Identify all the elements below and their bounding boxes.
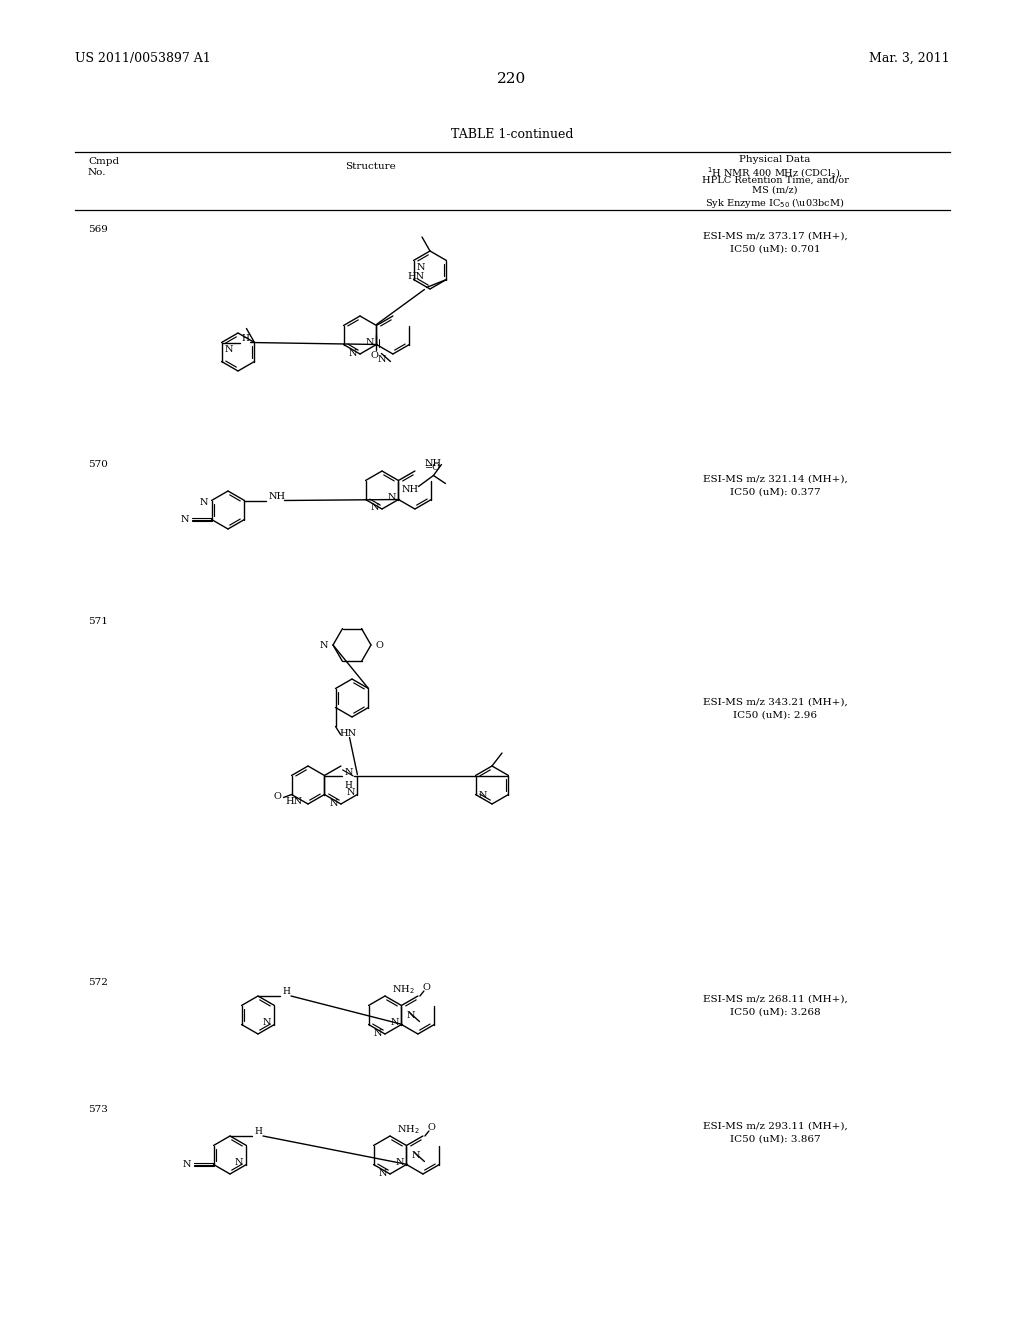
Text: N: N bbox=[379, 1168, 387, 1177]
Text: H: H bbox=[242, 334, 250, 343]
Text: Syk Enzyme IC$_{50}$ (\u03bcM): Syk Enzyme IC$_{50}$ (\u03bcM) bbox=[706, 195, 845, 210]
Text: Cmpd: Cmpd bbox=[88, 157, 119, 166]
Text: N: N bbox=[319, 640, 328, 649]
Text: N: N bbox=[263, 1018, 271, 1027]
Text: 570: 570 bbox=[88, 459, 108, 469]
Text: H: H bbox=[344, 781, 352, 791]
Text: $^{1}$H NMR 400 MHz (CDCl$_{3}$),: $^{1}$H NMR 400 MHz (CDCl$_{3}$), bbox=[707, 166, 843, 181]
Text: N: N bbox=[366, 338, 375, 347]
Text: N: N bbox=[348, 348, 357, 358]
Text: N: N bbox=[181, 515, 189, 524]
Text: N: N bbox=[374, 1028, 382, 1038]
Text: 569: 569 bbox=[88, 224, 108, 234]
Text: US 2011/0053897 A1: US 2011/0053897 A1 bbox=[75, 51, 211, 65]
Text: N: N bbox=[347, 788, 355, 797]
Text: NH: NH bbox=[401, 484, 419, 494]
Text: N: N bbox=[183, 1160, 191, 1170]
Text: NH: NH bbox=[425, 459, 442, 469]
Text: No.: No. bbox=[88, 168, 106, 177]
Text: N: N bbox=[391, 1018, 399, 1027]
Text: ESI-MS m/z 293.11 (MH+),
IC50 (uM): 3.867: ESI-MS m/z 293.11 (MH+), IC50 (uM): 3.86… bbox=[702, 1122, 848, 1143]
Text: Mar. 3, 2011: Mar. 3, 2011 bbox=[869, 51, 950, 65]
Text: ESI-MS m/z 268.11 (MH+),
IC50 (uM): 3.268: ESI-MS m/z 268.11 (MH+), IC50 (uM): 3.26… bbox=[702, 995, 848, 1016]
Text: NH$_{2}$: NH$_{2}$ bbox=[397, 1123, 420, 1135]
Text: Physical Data: Physical Data bbox=[739, 154, 811, 164]
Text: H: H bbox=[254, 1127, 262, 1137]
Text: HPLC Retention Time, and/or: HPLC Retention Time, and/or bbox=[701, 176, 849, 185]
Text: N: N bbox=[330, 799, 338, 808]
Text: MS (m/z): MS (m/z) bbox=[753, 186, 798, 195]
Text: =O: =O bbox=[425, 463, 441, 473]
Text: O: O bbox=[371, 351, 379, 360]
Text: N: N bbox=[407, 1011, 415, 1020]
Text: HN: HN bbox=[340, 730, 356, 738]
Text: N: N bbox=[417, 263, 425, 272]
Text: N: N bbox=[377, 355, 386, 363]
Text: N: N bbox=[412, 1151, 420, 1160]
Text: 220: 220 bbox=[498, 73, 526, 86]
Text: N: N bbox=[371, 503, 379, 512]
Text: N: N bbox=[388, 492, 396, 502]
Text: HN: HN bbox=[286, 796, 303, 805]
Text: NH: NH bbox=[268, 492, 286, 502]
Text: NH$_{2}$: NH$_{2}$ bbox=[392, 982, 415, 995]
Text: TABLE 1-continued: TABLE 1-continued bbox=[451, 128, 573, 141]
Text: ESI-MS m/z 373.17 (MH+),
IC50 (uM): 0.701: ESI-MS m/z 373.17 (MH+), IC50 (uM): 0.70… bbox=[702, 232, 848, 253]
Text: ESI-MS m/z 321.14 (MH+),
IC50 (uM): 0.377: ESI-MS m/z 321.14 (MH+), IC50 (uM): 0.37… bbox=[702, 475, 848, 496]
Text: O: O bbox=[376, 640, 384, 649]
Text: O: O bbox=[273, 792, 282, 801]
Text: N: N bbox=[234, 1158, 244, 1167]
Text: HN: HN bbox=[408, 272, 425, 281]
Text: N: N bbox=[396, 1158, 404, 1167]
Text: N: N bbox=[344, 768, 353, 777]
Text: 572: 572 bbox=[88, 978, 108, 987]
Text: Structure: Structure bbox=[345, 162, 395, 172]
Text: O: O bbox=[423, 983, 431, 993]
Text: 573: 573 bbox=[88, 1105, 108, 1114]
Text: 571: 571 bbox=[88, 616, 108, 626]
Text: N: N bbox=[478, 791, 487, 800]
Text: H: H bbox=[282, 987, 290, 997]
Text: ESI-MS m/z 343.21 (MH+),
IC50 (uM): 2.96: ESI-MS m/z 343.21 (MH+), IC50 (uM): 2.96 bbox=[702, 698, 848, 719]
Text: N: N bbox=[200, 498, 209, 507]
Text: N: N bbox=[224, 345, 233, 354]
Text: O: O bbox=[428, 1123, 436, 1133]
